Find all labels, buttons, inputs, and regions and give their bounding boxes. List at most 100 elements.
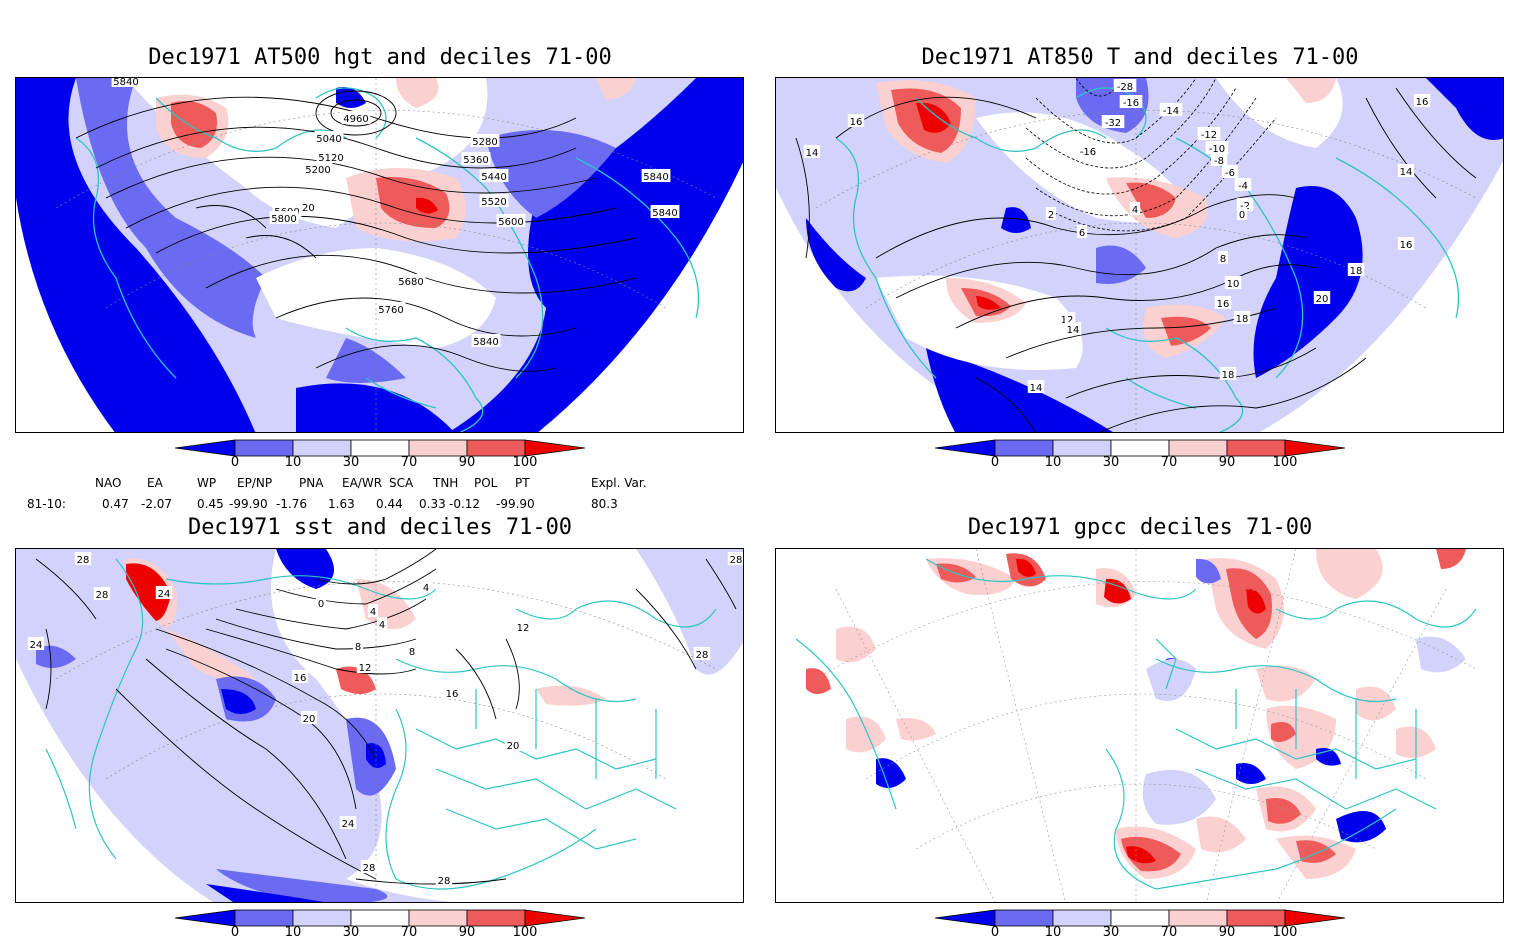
contour-label-bg	[1064, 322, 1082, 335]
index-value: 0.47	[102, 497, 129, 511]
contour-label-bg	[727, 552, 743, 565]
contour-label-bg	[1101, 115, 1125, 128]
contour-label-bg	[1233, 311, 1251, 324]
index-header: NAO	[95, 476, 122, 490]
colorbar-tick-label: 100	[1272, 455, 1298, 470]
contour-label-bg	[1205, 141, 1229, 154]
contour-label: 5520	[289, 203, 314, 214]
contour-label: -8	[1214, 156, 1224, 167]
contour-label-bg	[504, 738, 522, 751]
contour-label-bg	[1027, 380, 1045, 393]
contour-label-bg	[376, 302, 406, 315]
index-value: -0.12	[449, 497, 481, 511]
contour-label: 14	[1400, 167, 1413, 178]
contour-label-bg	[339, 816, 357, 829]
contour-label-bg	[461, 152, 491, 165]
index-header: WP	[197, 476, 217, 490]
index-value: 80.3	[591, 497, 618, 511]
contour-label: -10	[1209, 144, 1225, 155]
colorbar-t850: 0 10 30 70 90 100	[934, 439, 1346, 475]
contour-label-bg	[111, 78, 141, 87]
contour-label: 5600	[498, 217, 523, 228]
colorbar-gpcc: 0 10 30 70 90 100	[934, 909, 1346, 940]
contour-label-bg	[1224, 276, 1242, 289]
contour-label-bg	[479, 169, 509, 182]
contour-label-bg	[27, 637, 45, 650]
indices-row-label: 81-10:	[27, 497, 66, 511]
contour-label-bg	[74, 552, 92, 565]
contour-label-bg	[471, 334, 501, 347]
contour-label-bg	[1197, 127, 1221, 140]
index-header: PNA	[299, 476, 324, 490]
colorbar-arrow-high	[1284, 439, 1346, 457]
contour-label: 18	[1236, 314, 1249, 325]
contour-label-bg	[1397, 237, 1415, 250]
contour-label-bg	[303, 162, 333, 175]
contour-label-bg	[514, 620, 532, 633]
index-header: PT	[515, 476, 530, 490]
contour-label-bg	[341, 111, 371, 124]
map-sst: 28 28 24 24 0 4 4 8 12 16 20 24 28 28 4 8 12 16 20 28 28	[15, 548, 744, 903]
colorbar-segment	[1110, 909, 1170, 927]
map-hgt: 5840 4960 5040 5120 5200 5280 5360 5440 5520 5600…	[15, 77, 744, 433]
contour-label: 14	[1030, 383, 1043, 394]
contour-label: 16	[850, 117, 863, 128]
contour-label: -2	[1240, 201, 1250, 212]
contour-label-bg	[316, 150, 346, 163]
colorbar-segment	[466, 909, 526, 927]
colorbar-tick-label: 70	[400, 925, 418, 940]
contour-label: -14	[1163, 106, 1179, 117]
contour-label: 28	[438, 876, 451, 887]
colorbar-tick-label: 0	[990, 925, 1000, 940]
index-value: -1.76	[276, 497, 308, 511]
colorbar-segment	[234, 439, 294, 457]
contour-label-bg	[1210, 153, 1228, 166]
contour-label: 2	[1048, 210, 1054, 221]
contour-label: 24	[342, 819, 355, 830]
contour-label-bg	[1413, 94, 1431, 107]
contour-label-bg	[803, 145, 821, 158]
contour-label: 8	[355, 642, 361, 653]
contour-label-bg	[479, 194, 509, 207]
contour-label: -16	[1080, 147, 1096, 158]
panel-title-hgt: Dec1971 AT500 hgt and deciles 71-00	[148, 45, 612, 70]
colorbar-tick-label: 70	[1160, 925, 1178, 940]
colorbar-arrow-low	[934, 909, 996, 927]
contour-label: -6	[1225, 168, 1235, 179]
contour-label-bg	[443, 686, 461, 699]
colorbar-segment	[1110, 439, 1170, 457]
index-header: EP/NP	[237, 476, 273, 490]
colorbar-segment	[994, 439, 1054, 457]
contour-label-bg	[1214, 296, 1232, 309]
contour-label: 4	[370, 607, 376, 618]
contour-label-bg	[641, 169, 671, 182]
contour-label: 0	[318, 599, 324, 610]
contour-label: 16	[446, 689, 459, 700]
contour-label-bg	[1234, 178, 1252, 191]
contour-label: -4	[1238, 181, 1248, 192]
contour-label: 6	[1079, 228, 1085, 239]
contour-label: 24	[158, 589, 171, 600]
contour-label-bg	[847, 114, 865, 127]
contour-label: 28	[363, 863, 376, 874]
contour-label: 8	[1220, 254, 1226, 265]
colorbar-tick-label: 90	[1218, 455, 1236, 470]
contour-label-bg	[1058, 312, 1076, 325]
contour-label: 16	[1217, 299, 1230, 310]
index-header: Expl. Var.	[591, 476, 647, 490]
contour-label: 5840	[643, 172, 668, 183]
colorbar-tick-label: 0	[990, 455, 1000, 470]
colorbar-segment	[408, 439, 468, 457]
hgt-contour-labels: 5840496050405120520052805360544055205600…	[111, 78, 680, 348]
contour-label: 5280	[472, 137, 497, 148]
index-value: 0.45	[197, 497, 224, 511]
colorbar-tick-label: 90	[1218, 925, 1236, 940]
colorbar-tick-label: 30	[1102, 925, 1120, 940]
contour-label-bg	[420, 580, 432, 593]
colorbar-tick-label: 100	[1272, 925, 1298, 940]
colorbar-tick-label: 0	[230, 455, 240, 470]
contour-label: 12	[1061, 315, 1074, 326]
contour-label: 24	[30, 640, 43, 651]
contour-label-bg	[1347, 263, 1365, 276]
